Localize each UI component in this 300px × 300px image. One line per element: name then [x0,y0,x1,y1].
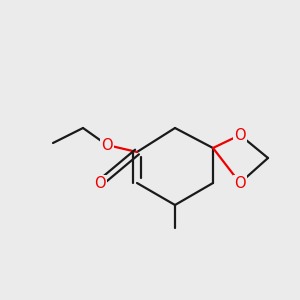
Text: O: O [234,128,246,142]
Text: O: O [101,137,113,152]
Text: O: O [234,176,246,190]
Text: O: O [94,176,106,190]
